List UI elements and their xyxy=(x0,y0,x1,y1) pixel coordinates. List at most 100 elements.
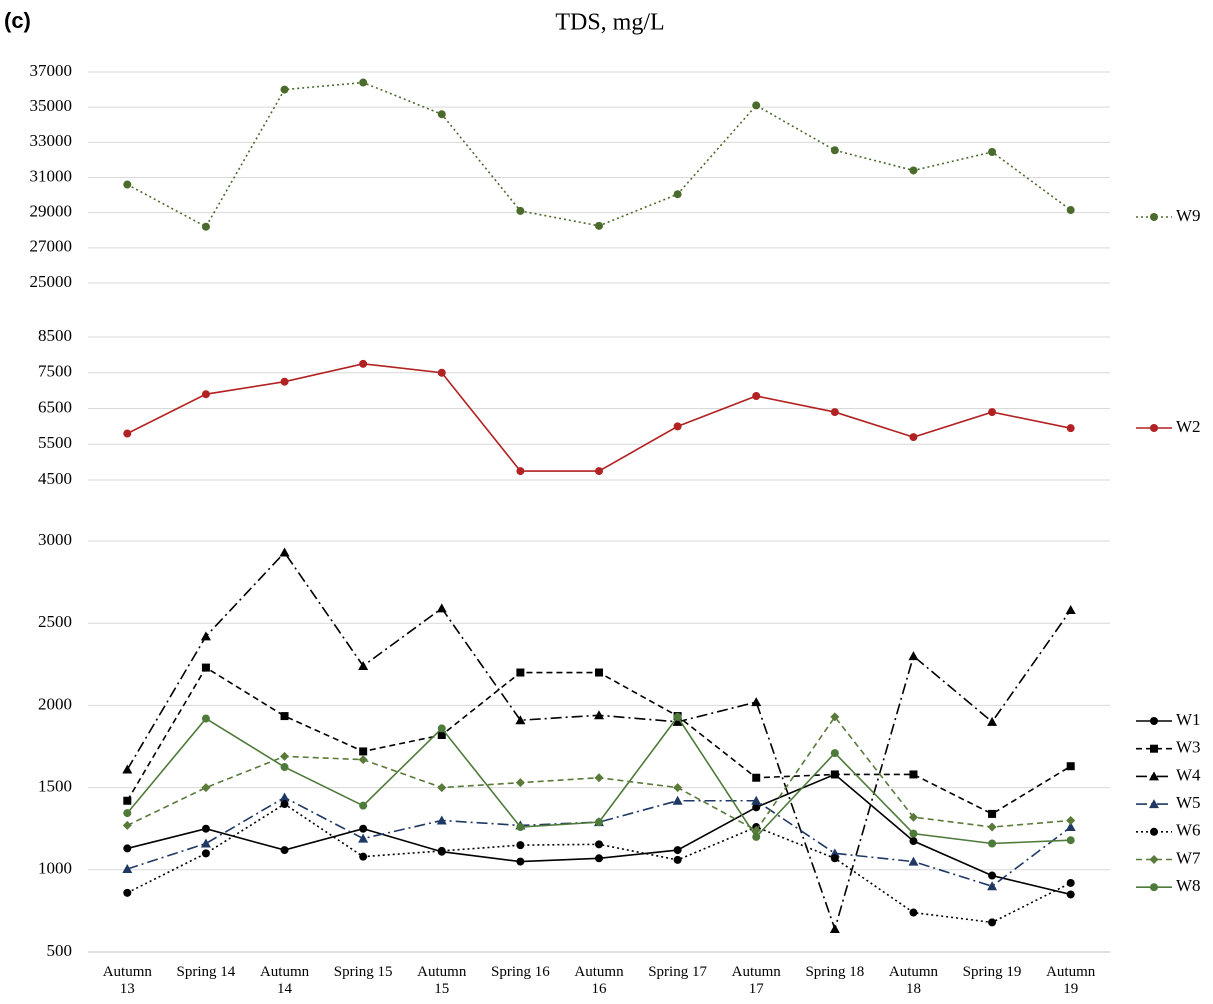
legend-label: W6 xyxy=(1176,821,1201,840)
marker xyxy=(752,832,761,841)
y-tick-label: 500 xyxy=(47,941,73,960)
marker xyxy=(987,822,997,832)
marker xyxy=(673,855,682,864)
x-tick-label: Autumn 18 xyxy=(888,964,939,997)
marker xyxy=(1066,890,1075,899)
marker xyxy=(280,712,289,721)
marker xyxy=(830,770,839,779)
marker xyxy=(358,755,368,765)
marker xyxy=(436,815,447,825)
marker xyxy=(515,715,526,725)
y-tick-label: 31000 xyxy=(30,166,73,185)
marker xyxy=(909,770,918,779)
marker xyxy=(909,166,918,175)
marker xyxy=(437,846,446,855)
marker xyxy=(752,773,761,782)
chart-title: TDS, mg/L xyxy=(555,10,664,36)
marker xyxy=(516,841,525,850)
marker xyxy=(672,795,683,805)
marker xyxy=(595,818,603,827)
marker xyxy=(437,724,446,733)
y-tick-label: 7500 xyxy=(38,362,72,381)
y-tick-label: 6500 xyxy=(38,397,72,416)
marker xyxy=(1066,206,1075,215)
marker xyxy=(123,796,132,805)
marker xyxy=(201,714,210,723)
marker xyxy=(1066,762,1075,771)
y-tick-label: 3000 xyxy=(38,530,72,549)
marker xyxy=(909,433,918,442)
marker xyxy=(437,368,446,377)
y-tick-label: 35000 xyxy=(30,96,73,115)
marker xyxy=(672,716,683,726)
marker xyxy=(830,854,839,863)
marker xyxy=(594,710,604,720)
marker xyxy=(673,846,682,855)
y-tick-label: 37000 xyxy=(30,61,73,80)
x-tick-label: Autumn 17 xyxy=(731,964,781,997)
series-line xyxy=(126,666,1072,815)
marker xyxy=(829,923,840,933)
marker xyxy=(594,773,604,783)
marker xyxy=(201,222,210,231)
marker xyxy=(1149,855,1159,864)
y-tick-label: 27000 xyxy=(30,237,73,256)
marker xyxy=(516,668,525,677)
marker xyxy=(359,747,368,756)
marker xyxy=(908,856,919,866)
marker xyxy=(437,783,447,793)
marker xyxy=(359,359,368,368)
marker xyxy=(280,800,289,809)
series-line xyxy=(126,363,1071,472)
marker xyxy=(829,848,840,858)
marker xyxy=(201,849,210,858)
x-tick-label: Autumn 13 xyxy=(102,964,152,997)
marker xyxy=(909,908,918,917)
marker xyxy=(201,663,210,672)
marker xyxy=(830,712,840,722)
marker xyxy=(595,221,603,230)
marker xyxy=(279,792,290,802)
marker xyxy=(1066,878,1075,887)
marker xyxy=(752,101,761,110)
marker xyxy=(752,803,761,812)
marker xyxy=(280,85,289,94)
marker xyxy=(673,422,682,431)
legend-label: W7 xyxy=(1176,848,1201,867)
y-tick-label: 33000 xyxy=(30,131,73,150)
y-tick-label: 29000 xyxy=(30,202,73,221)
marker xyxy=(595,854,603,863)
marker xyxy=(280,763,289,772)
marker xyxy=(201,783,211,793)
x-tick-label: Spring 16 xyxy=(490,964,550,980)
marker xyxy=(1065,605,1076,615)
marker xyxy=(200,838,211,848)
marker xyxy=(988,408,997,417)
marker xyxy=(201,824,210,833)
marker xyxy=(1150,424,1158,432)
series-line xyxy=(127,773,1071,896)
marker xyxy=(122,820,132,830)
marker xyxy=(988,871,997,880)
marker xyxy=(1150,717,1158,725)
x-tick-label: Spring 14 xyxy=(176,964,236,980)
marker xyxy=(595,668,603,677)
legend-label: W5 xyxy=(1176,793,1201,812)
marker xyxy=(516,206,525,215)
series-line xyxy=(126,81,1072,228)
x-tick-label: Autumn 15 xyxy=(417,964,467,997)
panel-label: (c) xyxy=(4,8,31,33)
marker xyxy=(201,390,210,399)
marker xyxy=(988,839,997,848)
x-tick-label: Spring 15 xyxy=(333,964,393,980)
marker xyxy=(830,146,839,155)
legend-label: W1 xyxy=(1176,710,1201,729)
marker xyxy=(437,730,446,739)
marker xyxy=(988,148,997,157)
marker xyxy=(200,631,211,641)
legend-label: W4 xyxy=(1176,765,1201,784)
marker xyxy=(1149,799,1159,809)
marker xyxy=(1066,424,1075,433)
